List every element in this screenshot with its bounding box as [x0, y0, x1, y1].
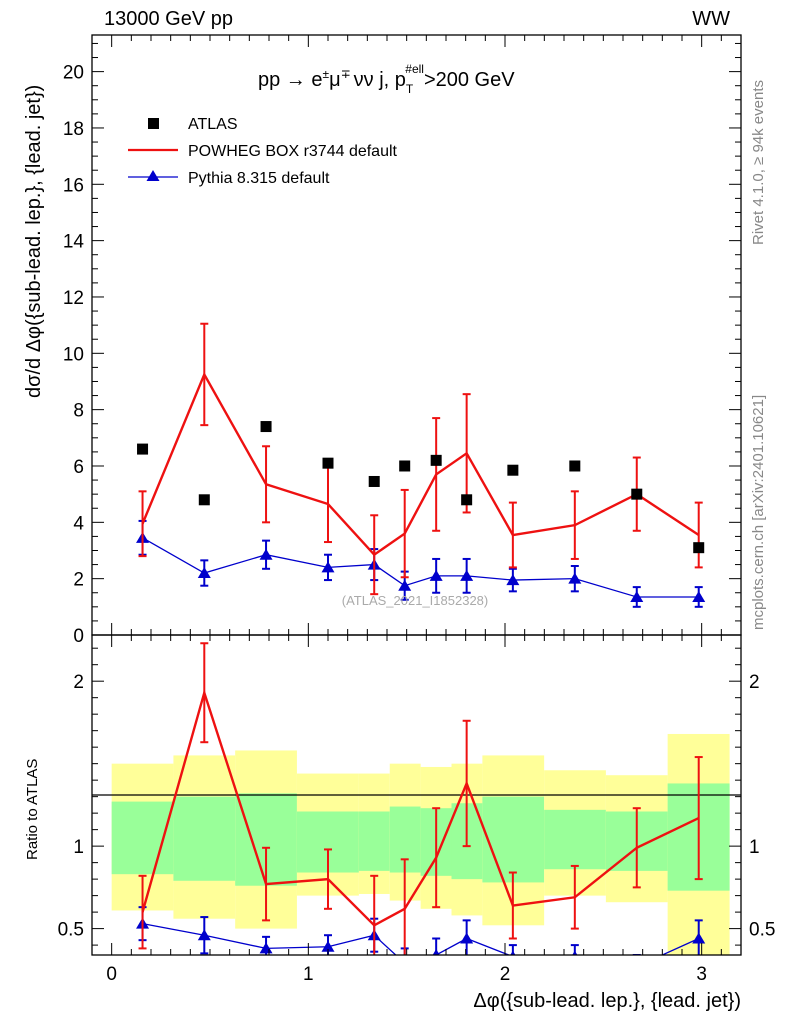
rivet-label: Rivet 4.1.0, ≥ 94k events — [750, 80, 767, 245]
pythia-main-point — [630, 590, 644, 602]
legend-pythia-label: Pythia 8.315 default — [188, 170, 330, 187]
pythia-ratio-point — [460, 932, 474, 944]
legend-powheg-label: POWHEG BOX r3744 default — [188, 143, 398, 160]
main-y-tick-label: 4 — [73, 513, 84, 534]
pythia-main-point — [568, 572, 582, 584]
ratio-y-tick-label: 0.5 — [58, 920, 84, 941]
pythia-main-point — [506, 574, 520, 586]
atlas-point — [368, 475, 380, 487]
ratio-plot-frame — [91, 634, 742, 956]
main-y-tick-label: 6 — [73, 457, 84, 478]
main-y-tick-label: 20 — [63, 63, 84, 84]
main-y-tick-label: 12 — [63, 288, 84, 309]
pythia-main-point — [398, 579, 412, 591]
legend: ATLAS POWHEG BOX r3744 default Pythia 8.… — [128, 116, 398, 187]
powheg-main-line — [141, 371, 700, 557]
pythia-ratio-line — [142, 923, 699, 955]
ratio-y-tick-label-right: 1 — [749, 837, 760, 858]
atlas-point — [260, 421, 272, 433]
main-y-tick-label: 14 — [63, 232, 85, 253]
x-tick-label: 1 — [303, 964, 314, 985]
atlas-point — [322, 457, 334, 469]
powheg-ratio-line — [141, 688, 700, 927]
pythia-main-point — [429, 569, 443, 581]
pythia-ratio-point — [398, 957, 411, 968]
atlas-point — [198, 494, 210, 506]
pythia-ratio-point — [572, 950, 578, 955]
atlas-point — [631, 488, 643, 500]
energy-label: 13000 GeV pp — [104, 8, 233, 30]
pythia-main-point — [259, 548, 273, 560]
ratio-y-tick-label-right: 2 — [749, 672, 760, 693]
atlas-point — [137, 443, 149, 455]
pythia-main-point — [692, 590, 706, 602]
atlas-point — [507, 464, 519, 476]
main-y-tick-label: 16 — [63, 175, 84, 196]
band-inner-bin — [173, 796, 236, 881]
band-inner-bin — [482, 796, 545, 883]
pythia-ratio-point — [197, 929, 211, 941]
process-label: WW — [692, 8, 730, 30]
x-tick-label: 2 — [500, 964, 511, 985]
pythia-ratio-point — [432, 949, 440, 955]
x-tick-label: 3 — [696, 964, 707, 985]
pythia-ratio-point — [692, 932, 706, 944]
band-inner-bin — [358, 811, 390, 871]
mcplots-label: mcplots.cern.ch [arXiv:2401.10621] — [750, 395, 767, 630]
pythia-ratio-point — [510, 950, 516, 955]
pythia-main-point — [321, 561, 335, 573]
main-y-tick-label: 2 — [73, 570, 84, 591]
plot-title: pp → e±μ∓ νν j, pT#ell>200 GeV — [258, 62, 515, 96]
atlas-point — [399, 460, 411, 472]
x-tick-label: 0 — [106, 964, 117, 985]
x-axis-label: Δφ({sub-lead. lep.}, {lead. jet}) — [473, 990, 741, 1012]
ratio-y-axis-label: Ratio to ATLAS — [24, 759, 41, 860]
atlas-point — [569, 460, 581, 472]
atlas-point — [461, 494, 473, 506]
ratio-y-tick-label: 2 — [73, 672, 84, 693]
main-y-tick-label: 18 — [63, 119, 84, 140]
pythia-main-line — [142, 537, 699, 598]
pythia-main-point — [460, 569, 474, 581]
ratio-plot-data — [136, 642, 706, 972]
legend-atlas-marker — [148, 118, 159, 129]
main-plot-data — [136, 322, 706, 608]
ratio-y-tick-label: 1 — [73, 837, 84, 858]
analysis-watermark: (ATLAS_2021_I1852328) — [342, 593, 488, 608]
pythia-ratio-point — [321, 940, 335, 952]
legend-pythia-marker — [146, 170, 160, 181]
pythia-ratio-point — [630, 961, 643, 972]
main-y-tick-label: 0 — [73, 626, 84, 647]
main-y-tick-label: 8 — [73, 401, 84, 422]
atlas-point — [693, 542, 705, 554]
main-y-axis-label: dσ/d Δφ({sub-lead. lep.}, {lead. jet}) — [23, 85, 45, 398]
main-y-tick-label: 10 — [63, 344, 84, 365]
band-inner-bin — [544, 809, 606, 870]
legend-atlas-label: ATLAS — [188, 116, 238, 133]
ratio-y-tick-label-right: 0.5 — [749, 920, 775, 941]
pythia-main-point — [197, 567, 211, 579]
atlas-point — [430, 454, 442, 466]
